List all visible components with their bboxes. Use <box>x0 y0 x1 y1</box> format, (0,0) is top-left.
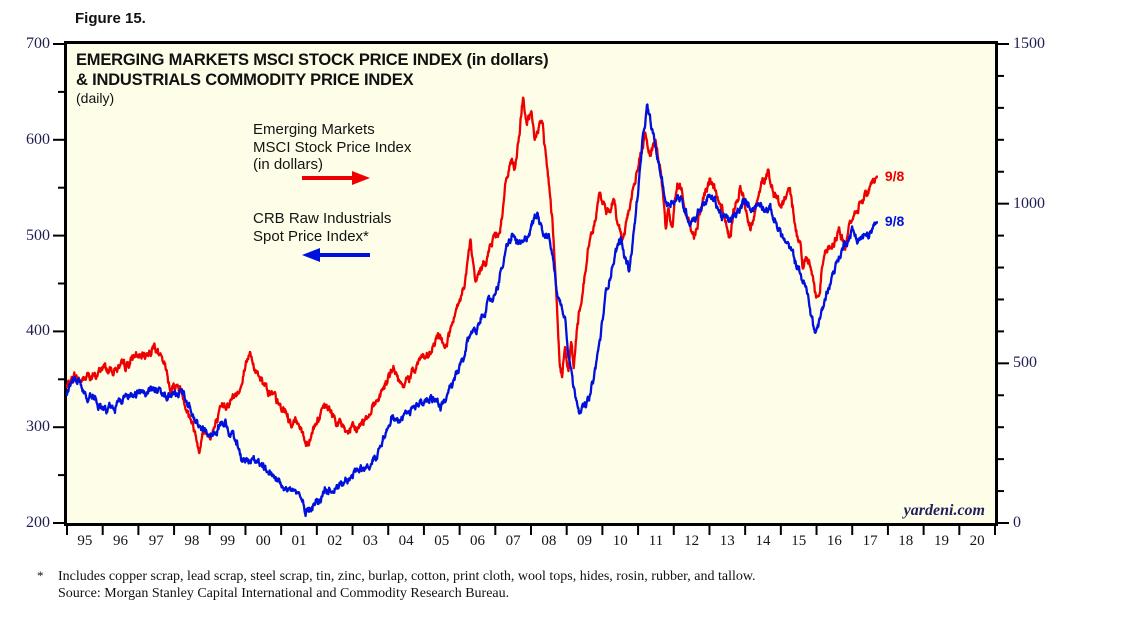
year-label-20: 20 <box>969 533 985 549</box>
chart-title: EMERGING MARKETS MSCI STOCK PRICE INDEX … <box>76 50 549 107</box>
year-label-16: 16 <box>826 533 842 549</box>
right-axis-label-0: 0 <box>1013 514 1021 531</box>
year-label-17: 17 <box>862 533 878 549</box>
year-label-04: 04 <box>398 533 414 549</box>
right-axis-label-500: 500 <box>1013 354 1037 372</box>
footnote-line1: Includes copper scrap, lead scrap, steel… <box>58 569 756 584</box>
year-label-06: 06 <box>469 533 485 549</box>
year-label-99: 99 <box>220 533 236 549</box>
year-label-09: 09 <box>577 533 593 549</box>
left-axis-label-700: 700 <box>26 35 50 52</box>
legend-crb-line1: CRB Raw Industrials <box>253 210 392 227</box>
year-label-07: 07 <box>505 533 521 549</box>
year-label-15: 15 <box>791 533 807 549</box>
year-label-13: 13 <box>719 533 735 549</box>
year-label-10: 10 <box>612 533 628 549</box>
right-axis-label-1000: 1000 <box>1013 194 1045 212</box>
year-label-00: 00 <box>255 533 271 549</box>
chart-title-line1: EMERGING MARKETS MSCI STOCK PRICE INDEX … <box>76 51 549 69</box>
legend-msci-line2: MSCI Stock Price Index <box>253 138 412 156</box>
left-axis-label-300: 300 <box>26 418 50 436</box>
left-axis-label-400: 400 <box>26 322 50 340</box>
year-label-97: 97 <box>148 533 164 549</box>
figure-label: Figure 15. <box>75 10 146 27</box>
year-label-19: 19 <box>933 533 949 549</box>
left-axis-label-600: 600 <box>26 130 50 148</box>
left-axis-label-500: 500 <box>26 226 50 244</box>
legend-msci: Emerging Markets MSCI Stock Price Index … <box>253 121 411 174</box>
year-label-14: 14 <box>755 533 771 549</box>
right-axis-label-1500: 1500 <box>1013 35 1045 52</box>
year-label-02: 02 <box>327 533 343 549</box>
footnote-asterisk: * <box>37 568 44 583</box>
year-label-96: 96 <box>113 533 129 549</box>
legend-msci-line1: Emerging Markets <box>253 121 375 138</box>
msci-last-date-label: 9/8 <box>884 167 905 184</box>
legend-crb-line2: Spot Price Index* <box>253 227 369 245</box>
legend-crb: CRB Raw Industrials Spot Price Index* <box>253 210 391 245</box>
year-label-18: 18 <box>898 533 914 549</box>
year-label-95: 95 <box>77 533 93 549</box>
year-label-12: 12 <box>684 533 700 549</box>
footnote: * Includes copper scrap, lead scrap, ste… <box>37 568 756 602</box>
year-label-05: 05 <box>434 533 450 549</box>
watermark-yardeni: yardeni.com <box>903 502 985 519</box>
chart-title-line2: & INDUSTRIALS COMMODITY PRICE INDEX <box>76 71 414 89</box>
chart-subtitle: (daily) <box>76 90 115 106</box>
legend-msci-line3: (in dollars) <box>253 156 324 173</box>
year-label-03: 03 <box>362 533 378 549</box>
year-label-98: 98 <box>184 533 200 549</box>
footnote-line2: Source: Morgan Stanley Capital Internati… <box>58 586 510 601</box>
chart-plot-area <box>64 41 998 526</box>
crb-last-date-label: 9/8 <box>884 213 905 230</box>
left-axis-label-200: 200 <box>26 514 50 531</box>
year-label-01: 01 <box>291 533 307 549</box>
year-label-11: 11 <box>648 533 664 549</box>
year-label-08: 08 <box>541 533 557 549</box>
